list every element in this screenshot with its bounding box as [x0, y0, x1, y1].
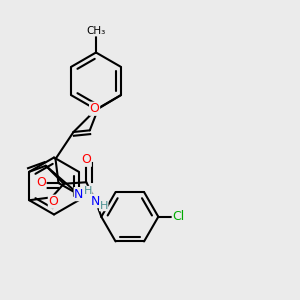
Text: N: N	[74, 188, 84, 201]
Text: CH₃: CH₃	[86, 26, 106, 36]
Text: O: O	[81, 153, 91, 166]
Text: Cl: Cl	[172, 210, 184, 223]
Text: O: O	[90, 102, 100, 115]
Text: O: O	[36, 176, 46, 189]
Text: N: N	[91, 195, 100, 208]
Text: H: H	[100, 201, 108, 211]
Text: O: O	[48, 195, 58, 208]
Text: H: H	[84, 186, 92, 197]
